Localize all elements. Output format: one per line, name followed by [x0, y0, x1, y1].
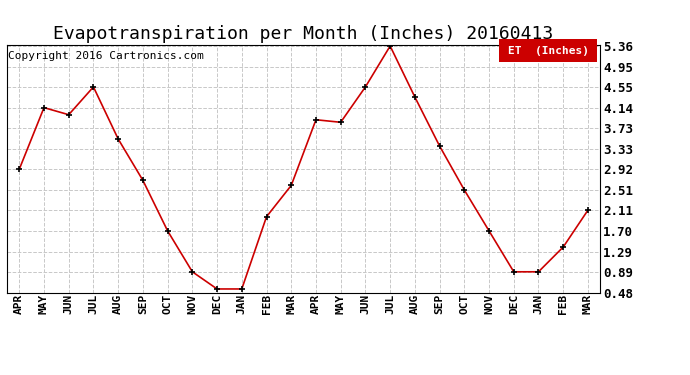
- Text: Copyright 2016 Cartronics.com: Copyright 2016 Cartronics.com: [8, 51, 204, 61]
- FancyBboxPatch shape: [500, 39, 598, 62]
- Title: Evapotranspiration per Month (Inches) 20160413: Evapotranspiration per Month (Inches) 20…: [53, 26, 553, 44]
- Text: ET  (Inches): ET (Inches): [508, 46, 589, 56]
